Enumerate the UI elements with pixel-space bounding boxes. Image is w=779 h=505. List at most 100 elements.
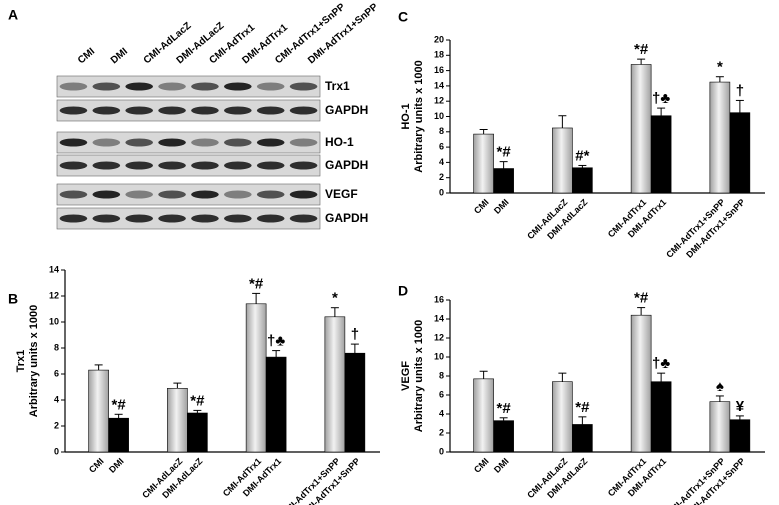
annotation: † — [351, 326, 359, 343]
bar — [552, 127, 573, 194]
blot-label: VEGF — [325, 187, 358, 201]
blot-band — [289, 82, 318, 91]
y-axis-label: VEGF — [400, 361, 412, 391]
annotation: * — [332, 290, 338, 307]
bar — [473, 133, 494, 194]
blot-band — [289, 190, 318, 199]
annotation: *# — [497, 400, 512, 417]
bar — [572, 167, 593, 194]
blot-strip — [56, 207, 321, 230]
blot-band — [125, 82, 153, 91]
bar — [88, 369, 109, 453]
blot-band — [224, 82, 252, 91]
bar — [572, 424, 593, 453]
blot-band — [125, 138, 153, 147]
blot-band — [191, 190, 219, 199]
blot-band — [92, 82, 121, 91]
blot-band — [158, 214, 186, 223]
blot-band — [158, 190, 186, 199]
blot-band — [256, 138, 285, 147]
y-tick-label: 2 — [54, 420, 59, 430]
annotation: * — [717, 59, 723, 76]
blot-band — [224, 161, 252, 170]
blot-band — [59, 161, 88, 170]
blot-label: GAPDH — [325, 103, 368, 117]
y-tick-label: 4 — [439, 157, 444, 167]
bar — [187, 412, 208, 453]
y-tick-label: 2 — [439, 172, 444, 182]
blot-band — [289, 161, 318, 170]
bar — [650, 381, 672, 453]
bar — [650, 115, 672, 194]
annotation: #* — [575, 147, 589, 164]
y-tick-label: 14 — [434, 80, 444, 90]
blot-band — [224, 138, 252, 147]
y-tick-label: 6 — [54, 368, 59, 378]
y-tick-label: 2 — [439, 427, 444, 437]
blot-band — [92, 138, 121, 147]
blot-band — [289, 106, 318, 115]
blot-label: GAPDH — [325, 211, 368, 225]
y-tick-label: 10 — [49, 316, 59, 326]
annotation: *# — [634, 290, 649, 307]
lane-label: CMI — [76, 46, 97, 66]
blot-band — [256, 82, 285, 91]
blot-band — [125, 214, 153, 223]
annotation: †♣ — [652, 355, 670, 372]
bar — [552, 381, 573, 453]
y-tick-label: 12 — [49, 290, 59, 300]
x-tick-label: CMI — [472, 197, 491, 216]
bar — [630, 314, 652, 453]
y-tick-label: 20 — [434, 34, 444, 44]
blot-strip — [56, 131, 321, 154]
blot-band — [191, 82, 219, 91]
y-axis-label: Arbitrary units x 1000 — [413, 320, 425, 433]
y-tick-label: 8 — [439, 126, 444, 136]
blot-band — [158, 106, 186, 115]
blot-band — [256, 190, 285, 199]
bar — [108, 417, 129, 453]
blot-band — [92, 106, 121, 115]
annotation: ¥ — [736, 398, 745, 415]
blot-band — [191, 214, 219, 223]
y-axis-label: Trx1 — [15, 350, 27, 373]
blot-strip — [56, 183, 321, 206]
annotation: †♣ — [267, 333, 285, 350]
blot-strip — [56, 99, 321, 122]
bar — [473, 378, 494, 453]
blot-band — [289, 214, 318, 223]
blot-band — [158, 161, 186, 170]
y-tick-label: 14 — [434, 313, 444, 323]
y-axis-label: HO-1 — [400, 103, 412, 129]
blot-band — [125, 161, 153, 170]
blot-label: GAPDH — [325, 158, 368, 172]
panel-label: C — [398, 9, 408, 25]
blot-band — [191, 138, 219, 147]
x-tick-label: CMI — [472, 456, 491, 475]
blot-band — [256, 161, 285, 170]
blot-band — [125, 106, 153, 115]
annotation: *# — [634, 41, 649, 58]
blot-band — [289, 138, 318, 147]
panel-label: A — [8, 7, 18, 23]
blot-band — [224, 106, 252, 115]
bar — [324, 316, 346, 453]
blot-band — [191, 106, 219, 115]
y-tick-label: 4 — [439, 408, 444, 418]
bar — [630, 64, 652, 194]
y-tick-label: 12 — [434, 332, 444, 342]
x-tick-label: DMI — [107, 456, 126, 475]
bar — [493, 168, 514, 194]
blot-band — [158, 138, 186, 147]
y-tick-label: 10 — [434, 351, 444, 361]
blot-band — [59, 138, 88, 147]
blot-band — [59, 82, 88, 91]
blot-band — [92, 190, 121, 199]
annotation: *# — [190, 392, 205, 409]
lane-label: DMI — [109, 46, 130, 66]
bar — [729, 112, 751, 194]
y-tick-label: 16 — [434, 294, 444, 304]
annotation: *# — [249, 275, 264, 292]
y-axis-label: Arbitrary units x 1000 — [28, 305, 40, 418]
bar — [709, 401, 731, 453]
